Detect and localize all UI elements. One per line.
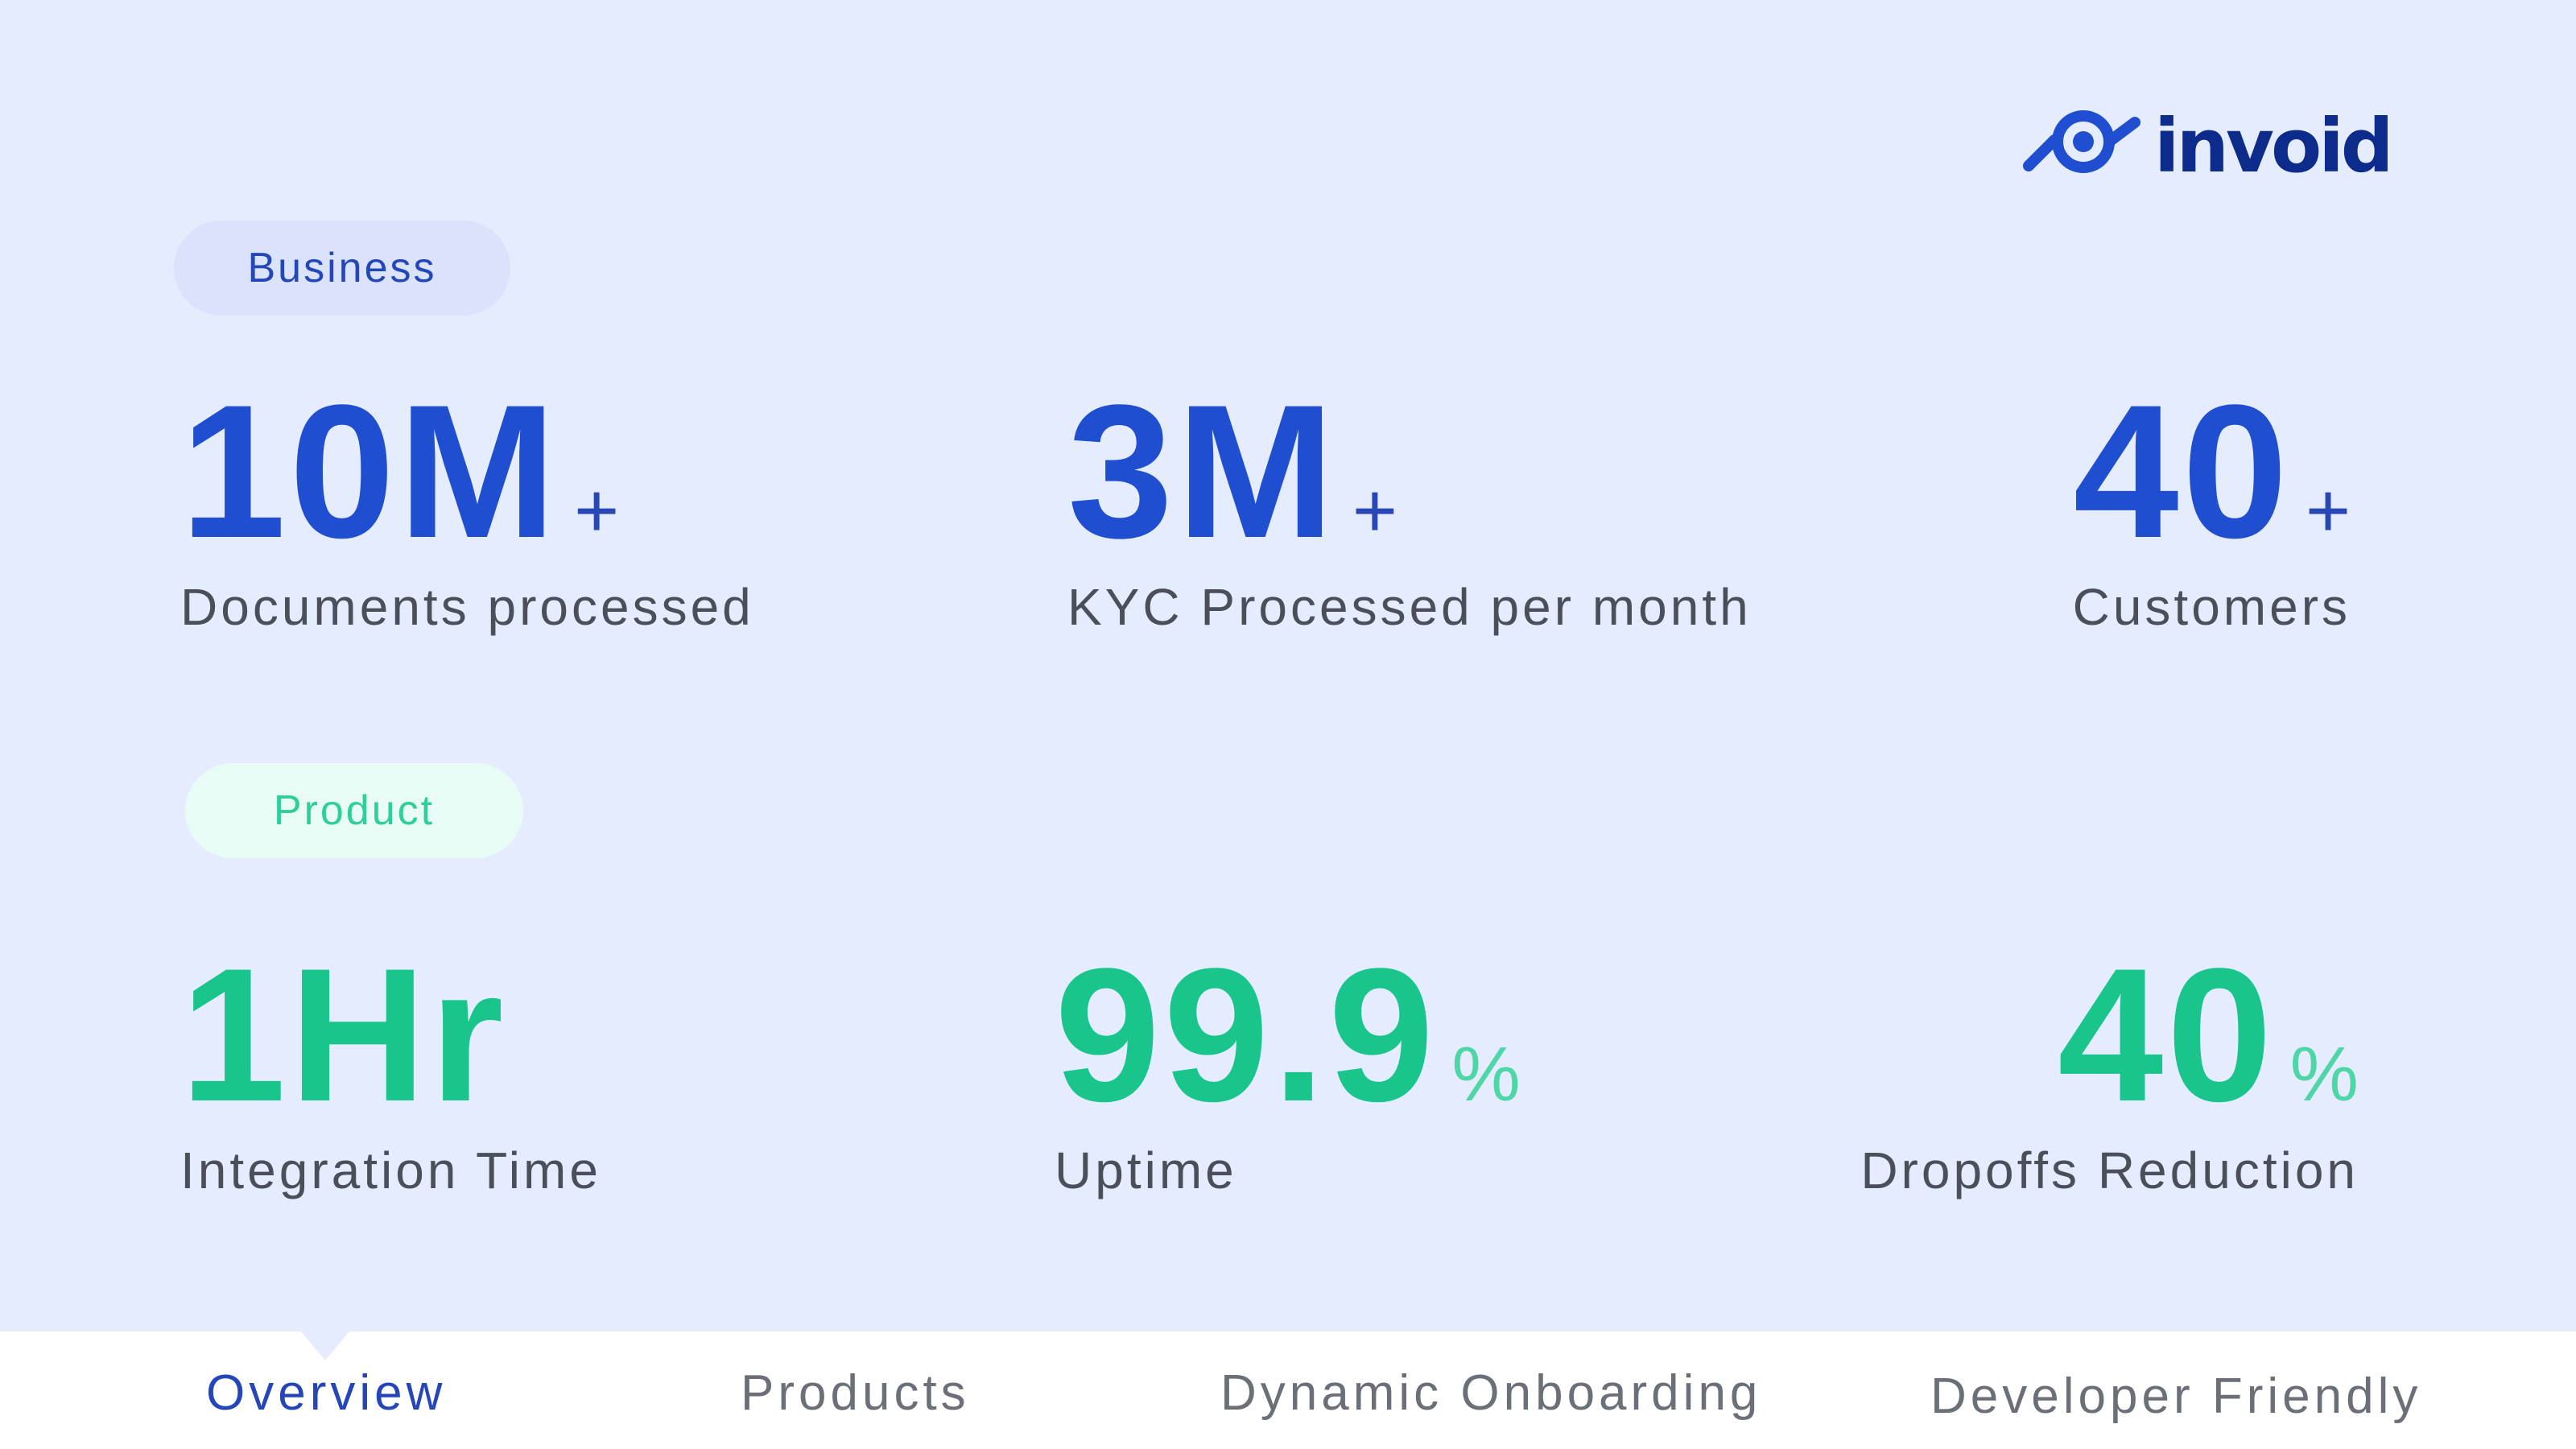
stat-label: Integration Time (180, 1141, 601, 1199)
tab-products[interactable]: Products (741, 1365, 970, 1421)
stat-label: KYC Processed per month (1067, 578, 1752, 636)
stat-integration-time: 1Hr Integration Time (180, 940, 601, 1196)
stats-panel: invoid Business 10M + Documents processe… (0, 0, 2576, 1331)
stat-label: Uptime (1055, 1141, 1237, 1199)
stat-customers: 40 + Customers (2073, 377, 2351, 633)
stat-label: Dropoffs Reduction (1860, 1141, 2359, 1199)
eye-logo-icon (2023, 110, 2140, 173)
active-tab-indicator (301, 1331, 349, 1360)
brand-name: invoid (2154, 103, 2394, 189)
stat-value: 40 (2073, 365, 2291, 578)
stat-kyc-per-month: 3M + KYC Processed per month (1067, 377, 1752, 633)
stat-value: 1Hr (180, 929, 507, 1141)
stat-label: Customers (2072, 578, 2351, 636)
stat-suffix: % (2289, 1031, 2359, 1117)
stat-value: 99.9 (1055, 929, 1438, 1141)
stat-value: 3M (1067, 365, 1338, 578)
tab-overview[interactable]: Overview (206, 1365, 447, 1421)
stat-suffix: + (574, 468, 620, 554)
stat-suffix: + (2305, 468, 2351, 554)
tab-developer-friendly[interactable]: Developer Friendly (1930, 1368, 2422, 1424)
brand-logo[interactable]: invoid (2022, 103, 2394, 189)
business-section-pill: Business (174, 221, 510, 316)
stat-suffix: + (1352, 468, 1397, 554)
stat-dropoffs-reduction: 40 % Dropoffs Reduction (1860, 940, 2359, 1196)
stat-label: Documents processed (180, 578, 754, 636)
stat-documents-processed: 10M + Documents processed (180, 377, 754, 633)
stat-value: 40 (2058, 929, 2276, 1141)
stat-value: 10M (180, 365, 560, 578)
product-section-pill: Product (185, 763, 523, 858)
stat-uptime: 99.9 % Uptime (1055, 940, 1521, 1196)
stat-suffix: % (1451, 1031, 1521, 1117)
tab-dynamic-onboarding[interactable]: Dynamic Onboarding (1220, 1365, 1762, 1421)
